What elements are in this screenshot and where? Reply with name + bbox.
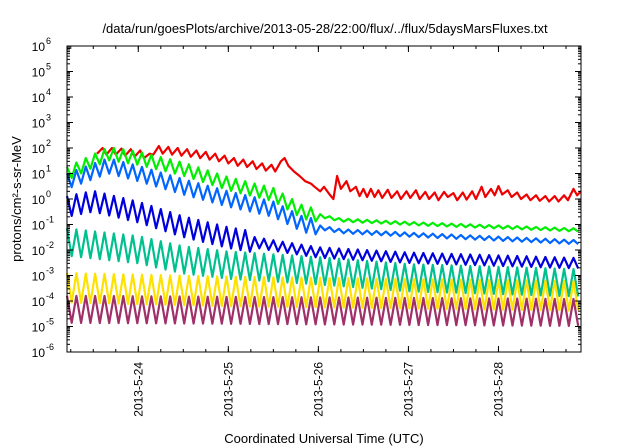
y-tick-label: 10 [32, 40, 46, 54]
y-tick-label: 10 [32, 321, 46, 335]
series-line-5 [65, 228, 580, 298]
series-line-3 [65, 158, 579, 246]
y-tick-exponent: 1 [46, 164, 51, 174]
y-tick-exponent: 6 [46, 36, 51, 46]
y-tick-exponent: -6 [46, 342, 54, 352]
plot-lines [65, 144, 582, 327]
series-line-1 [96, 144, 582, 203]
x-tick-label: 2013-5-25 [221, 362, 235, 417]
x-tick-label: 2013-5-27 [401, 362, 415, 417]
chart-title: /data/run/goesPlots/archive/2013-05-28/2… [102, 21, 548, 36]
y-tick-exponent: -4 [46, 291, 54, 301]
x-axis-label: Coordinated Universal Time (UTC) [224, 431, 423, 446]
y-tick-label: 10 [32, 117, 46, 131]
y-tick-exponent: 0 [46, 189, 51, 199]
y-tick-label: 10 [32, 193, 46, 207]
y-axis: 10 -610 -510 -410 -310 -210 -110 010 110 210 310 41… [32, 36, 581, 360]
series-line-4 [65, 190, 580, 270]
y-tick-label: 10 [32, 219, 46, 233]
y-tick-exponent: 2 [46, 138, 51, 148]
y-tick-label: 10 [32, 142, 46, 156]
y-tick-label: 10 [32, 346, 46, 360]
y-tick-exponent: -5 [46, 317, 54, 327]
y-tick-exponent: 3 [46, 113, 51, 123]
series-line-6 [65, 272, 580, 312]
y-axis-label: protons/cm²-s-sr-MeV [9, 136, 24, 262]
y-tick-exponent: -1 [46, 215, 54, 225]
series-line-7 [65, 294, 580, 327]
y-tick-label: 10 [32, 270, 46, 284]
y-tick-exponent: -3 [46, 266, 54, 276]
y-tick-label: 10 [32, 244, 46, 258]
x-tick-label: 2013-5-28 [491, 362, 505, 417]
y-tick-exponent: 5 [46, 62, 51, 72]
x-tick-label: 2013-5-24 [131, 362, 145, 417]
y-tick-label: 10 [32, 295, 46, 309]
y-tick-exponent: -2 [46, 240, 54, 250]
y-tick-label: 10 [32, 91, 46, 105]
series-line-2 [65, 146, 579, 233]
x-tick-label: 2013-5-26 [311, 362, 325, 417]
y-tick-label: 10 [32, 66, 46, 80]
y-tick-exponent: 4 [46, 87, 51, 97]
x-axis: 2013-5-24 2013-5-25 2013-5-26 2013-5-27 2013… [70, 46, 567, 417]
y-tick-label: 10 [32, 168, 46, 182]
